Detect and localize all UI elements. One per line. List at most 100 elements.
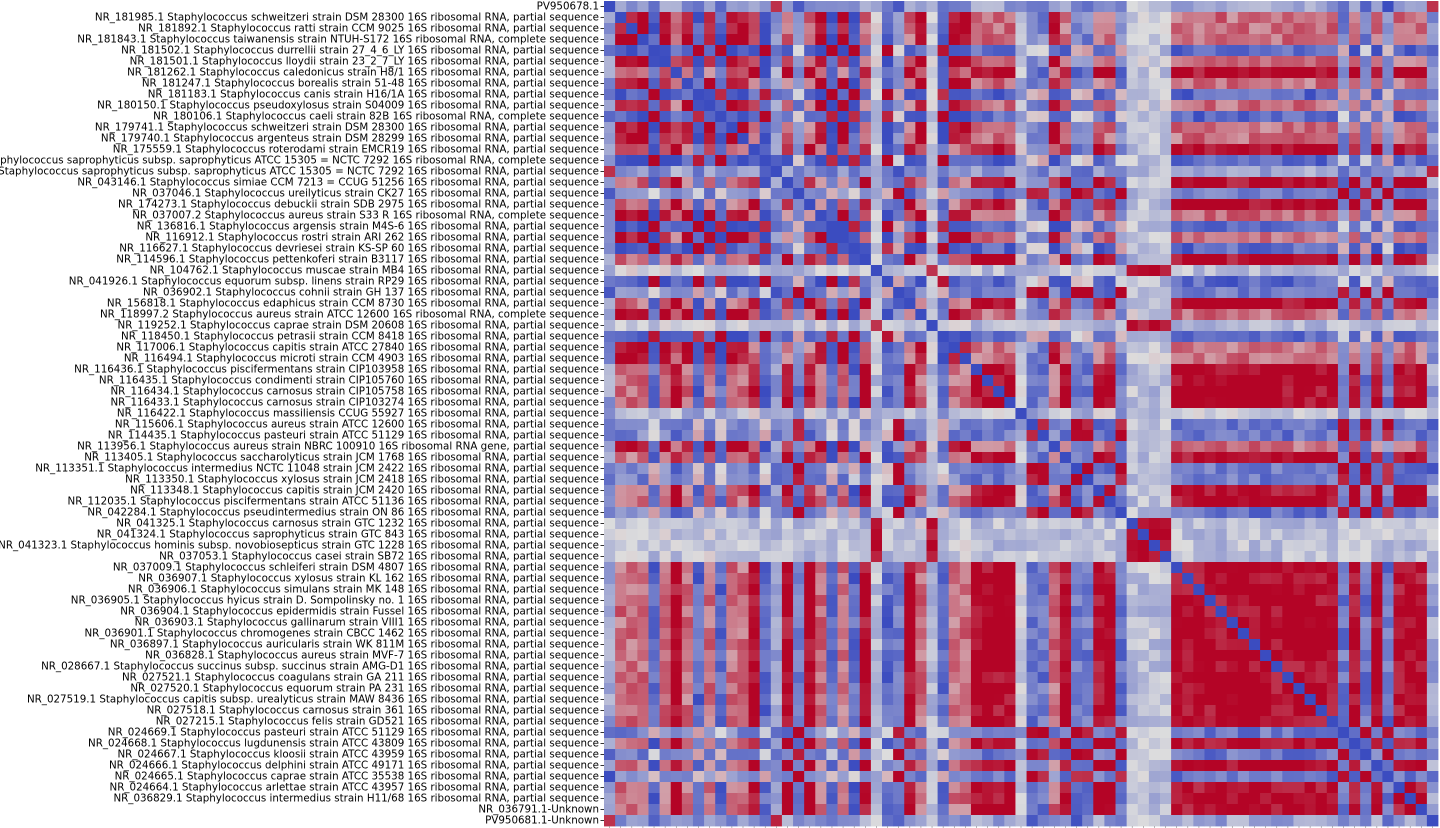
heatmap-cell	[1104, 496, 1116, 508]
heatmap-cell	[904, 232, 916, 244]
heatmap-cell	[804, 342, 816, 354]
heatmap-cell	[959, 617, 972, 629]
heatmap-cell	[715, 232, 727, 244]
heatmap-cell	[1204, 67, 1216, 79]
heatmap-cell	[1248, 496, 1261, 508]
heatmap-cell	[870, 716, 883, 728]
heatmap-cell	[815, 441, 827, 453]
heatmap-cell	[692, 463, 705, 475]
heatmap-cell	[993, 694, 1005, 706]
heatmap-cell	[837, 78, 850, 90]
heatmap-cell	[1226, 650, 1239, 662]
heatmap-cell	[1171, 100, 1183, 112]
heatmap-cell	[1371, 386, 1383, 398]
heatmap-cell	[1382, 45, 1394, 57]
heatmap-cell	[1237, 507, 1250, 519]
heatmap-cell	[1382, 166, 1394, 178]
heatmap-cell	[915, 276, 927, 288]
heatmap-cell	[1115, 353, 1128, 365]
heatmap-cell	[748, 12, 761, 24]
heatmap-cell	[915, 232, 927, 244]
heatmap-cell	[804, 584, 816, 596]
heatmap-cell	[1371, 298, 1383, 310]
heatmap-cell	[615, 155, 627, 167]
heatmap-cell	[1326, 518, 1339, 530]
heatmap-cell	[837, 221, 850, 233]
heatmap-cell	[1326, 100, 1339, 112]
heatmap-cell	[637, 661, 649, 673]
heatmap-cell	[826, 727, 838, 739]
heatmap-cell	[781, 254, 794, 266]
heatmap-cell	[1115, 386, 1128, 398]
heatmap-cell	[1215, 408, 1228, 420]
heatmap-cell	[1315, 705, 1328, 717]
heatmap-cell	[1349, 67, 1361, 79]
heatmap-cell	[1282, 595, 1294, 607]
heatmap-cell	[1182, 320, 1194, 332]
heatmap-cell	[1326, 188, 1339, 200]
heatmap-cell	[1426, 331, 1439, 343]
heatmap-cell	[982, 650, 994, 662]
heatmap-cell	[759, 463, 772, 475]
heatmap-cell	[1415, 188, 1428, 200]
heatmap-cell	[1204, 353, 1216, 365]
heatmap-cell	[1360, 496, 1372, 508]
heatmap-cell	[726, 727, 738, 739]
heatmap-cell	[1404, 342, 1417, 354]
heatmap-cell	[859, 375, 872, 387]
heatmap-cell	[781, 584, 794, 596]
heatmap-cell	[1115, 419, 1128, 431]
heatmap-cell	[1304, 155, 1317, 167]
heatmap-cell	[681, 672, 694, 684]
heatmap-cell	[1360, 320, 1372, 332]
heatmap-cell	[1048, 683, 1061, 695]
heatmap-cell	[1082, 485, 1094, 497]
heatmap-cell	[1226, 177, 1239, 189]
heatmap-cell	[1104, 430, 1116, 442]
heatmap-cell	[704, 199, 716, 211]
heatmap-cell	[1326, 463, 1339, 475]
heatmap-cell	[1315, 166, 1328, 178]
heatmap-cell	[982, 265, 994, 277]
heatmap-cell	[659, 331, 672, 343]
heatmap-cell	[1137, 573, 1150, 585]
heatmap-cell	[715, 573, 727, 585]
heatmap-cell	[1171, 573, 1183, 585]
heatmap-cell	[770, 463, 783, 475]
heatmap-cell	[615, 375, 627, 387]
heatmap-cell	[692, 540, 705, 552]
heatmap-cell	[1204, 716, 1216, 728]
heatmap-cell	[659, 177, 672, 189]
heatmap-cell	[637, 628, 649, 640]
heatmap-cell	[1026, 364, 1039, 376]
heatmap-cell	[604, 650, 616, 662]
heatmap-cell	[970, 177, 983, 189]
heatmap-cell	[1204, 672, 1216, 684]
heatmap-cell	[1093, 155, 1105, 167]
heatmap-cell	[1093, 529, 1105, 541]
heatmap-cell	[1426, 254, 1439, 266]
heatmap-cell	[1349, 111, 1361, 123]
heatmap-cell	[1426, 232, 1439, 244]
heatmap-cell	[704, 188, 716, 200]
heatmap-cell	[1015, 353, 1027, 365]
heatmap-cell	[1215, 309, 1228, 321]
heatmap-cell	[604, 727, 616, 739]
heatmap-cell	[1393, 540, 1406, 552]
heatmap-cell	[1304, 606, 1317, 618]
heatmap-cell	[926, 441, 938, 453]
heatmap-cell	[715, 650, 727, 662]
heatmap-cell	[804, 705, 816, 717]
heatmap-cell	[1171, 353, 1183, 365]
heatmap-cell	[1137, 265, 1150, 277]
heatmap-cell	[1282, 507, 1294, 519]
heatmap-cell	[1426, 617, 1439, 629]
heatmap-cell	[804, 683, 816, 695]
heatmap-cell	[982, 56, 994, 68]
heatmap-cell	[826, 606, 838, 618]
heatmap-cell	[1193, 529, 1205, 541]
heatmap-cell	[1226, 155, 1239, 167]
heatmap-cell	[1082, 441, 1094, 453]
heatmap-cell	[1137, 166, 1150, 178]
heatmap-cell	[993, 100, 1005, 112]
